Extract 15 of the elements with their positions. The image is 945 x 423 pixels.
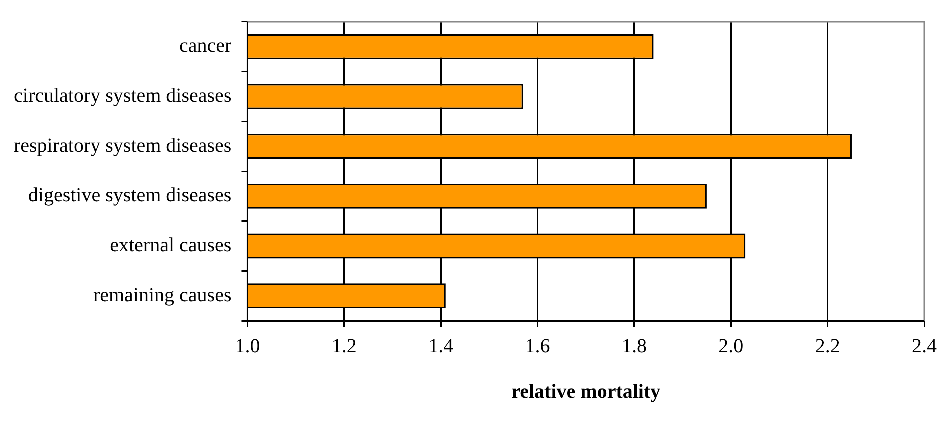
x-tick-label: 1.8 bbox=[622, 335, 647, 358]
y-tick-label: digestive system diseases bbox=[28, 184, 232, 207]
x-tick-label: 2.2 bbox=[815, 335, 840, 358]
x-axis-title: relative mortality bbox=[512, 381, 661, 404]
y-tick-label: respiratory system diseases bbox=[14, 134, 232, 157]
x-tick-label: 1.6 bbox=[525, 335, 550, 358]
y-tick-label: external causes bbox=[110, 234, 232, 256]
x-tick-label: 1.0 bbox=[235, 335, 260, 358]
y-tick-label: cancer bbox=[180, 35, 232, 58]
x-tick-label: 2.0 bbox=[718, 335, 744, 358]
x-tick-label: 1.4 bbox=[428, 335, 454, 358]
y-tick-label: circulatory system diseases bbox=[14, 85, 232, 107]
y-tick-label: remaining causes bbox=[93, 284, 232, 306]
x-tick-label: 2.4 bbox=[912, 335, 937, 358]
x-tick-label: 1.2 bbox=[332, 335, 357, 358]
